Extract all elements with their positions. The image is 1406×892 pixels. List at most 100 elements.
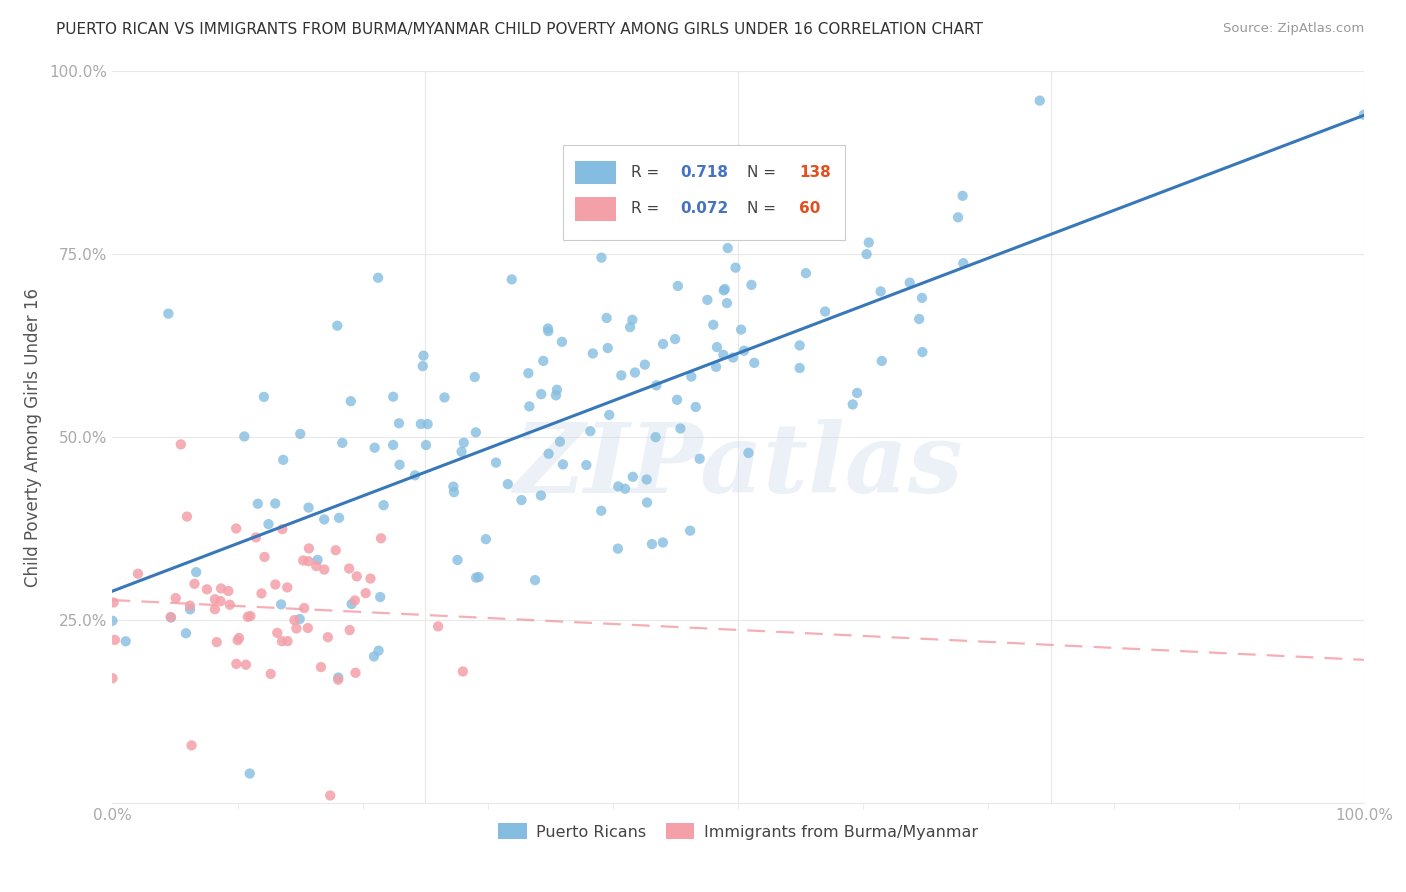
Point bbox=[789, 338, 811, 352]
Point bbox=[209, 594, 232, 608]
Point bbox=[264, 496, 287, 510]
Point bbox=[316, 630, 339, 644]
Point bbox=[737, 446, 759, 460]
Bar bbox=[575, 197, 616, 220]
Point bbox=[591, 504, 613, 518]
Point bbox=[551, 458, 574, 472]
Point bbox=[354, 586, 377, 600]
Point bbox=[464, 370, 486, 384]
Point bbox=[235, 657, 257, 672]
Point bbox=[669, 421, 692, 435]
Point bbox=[717, 241, 740, 255]
Point bbox=[716, 296, 738, 310]
Point bbox=[443, 485, 465, 500]
Point bbox=[634, 358, 657, 372]
Point bbox=[409, 417, 432, 431]
Point bbox=[713, 284, 735, 298]
Point bbox=[217, 584, 239, 599]
Point bbox=[319, 789, 342, 803]
Point bbox=[591, 251, 613, 265]
Point bbox=[271, 453, 294, 467]
Point bbox=[264, 577, 287, 591]
Text: 0.072: 0.072 bbox=[681, 202, 728, 217]
Point bbox=[598, 408, 620, 422]
Point bbox=[382, 390, 405, 404]
Point bbox=[582, 346, 605, 360]
Bar bbox=[562, 145, 845, 240]
Point bbox=[388, 417, 411, 431]
Point bbox=[446, 553, 468, 567]
Point bbox=[427, 619, 450, 633]
Point bbox=[367, 270, 389, 285]
Point bbox=[619, 320, 641, 334]
Point bbox=[305, 559, 328, 574]
Point bbox=[340, 394, 363, 409]
Point bbox=[225, 657, 247, 671]
Point bbox=[740, 277, 762, 292]
Point bbox=[510, 493, 533, 508]
Text: 60: 60 bbox=[800, 202, 821, 217]
Point bbox=[307, 553, 329, 567]
Point bbox=[309, 660, 332, 674]
Point bbox=[544, 388, 567, 402]
Point bbox=[636, 473, 658, 487]
Point bbox=[464, 425, 486, 440]
Point bbox=[666, 279, 689, 293]
Point bbox=[363, 441, 385, 455]
Point bbox=[292, 601, 315, 615]
Point bbox=[664, 332, 686, 346]
Point bbox=[283, 613, 305, 627]
Point bbox=[343, 593, 366, 607]
Point bbox=[179, 599, 201, 613]
Point bbox=[1029, 94, 1052, 108]
Point bbox=[204, 592, 226, 607]
Point bbox=[179, 602, 201, 616]
Point bbox=[814, 304, 837, 318]
Point bbox=[610, 368, 633, 383]
Point bbox=[467, 570, 489, 584]
Point bbox=[531, 354, 554, 368]
Point bbox=[596, 341, 619, 355]
Point bbox=[233, 429, 256, 443]
Point bbox=[328, 673, 350, 687]
Point bbox=[160, 610, 183, 624]
Point bbox=[340, 597, 363, 611]
Point bbox=[855, 247, 877, 261]
Point bbox=[176, 509, 198, 524]
Point bbox=[412, 349, 434, 363]
Point bbox=[260, 667, 283, 681]
Point bbox=[297, 554, 319, 568]
Point bbox=[170, 437, 193, 451]
Point bbox=[368, 590, 391, 604]
Bar bbox=[575, 161, 616, 184]
Point bbox=[524, 573, 547, 587]
Point bbox=[952, 189, 974, 203]
Point bbox=[1353, 108, 1375, 122]
Point bbox=[451, 665, 474, 679]
Point bbox=[433, 391, 456, 405]
Point bbox=[253, 390, 276, 404]
Point bbox=[496, 477, 519, 491]
Point bbox=[285, 622, 308, 636]
Point bbox=[911, 345, 934, 359]
Point bbox=[485, 456, 508, 470]
Point bbox=[218, 598, 240, 612]
Point bbox=[253, 549, 276, 564]
Point bbox=[636, 495, 658, 509]
Point bbox=[412, 359, 434, 373]
Point bbox=[239, 609, 262, 624]
Point bbox=[721, 351, 744, 365]
Point bbox=[195, 582, 218, 597]
Point bbox=[706, 340, 728, 354]
Point bbox=[104, 632, 127, 647]
Point bbox=[794, 266, 817, 280]
Point bbox=[724, 260, 747, 275]
Point bbox=[465, 571, 488, 585]
Point bbox=[501, 272, 523, 286]
Point bbox=[159, 610, 181, 624]
Point bbox=[330, 435, 353, 450]
Point bbox=[127, 566, 149, 581]
Legend: Puerto Ricans, Immigrants from Burma/Myanmar: Puerto Ricans, Immigrants from Burma/Mya… bbox=[492, 817, 984, 846]
Point bbox=[475, 532, 498, 546]
Point bbox=[704, 359, 727, 374]
